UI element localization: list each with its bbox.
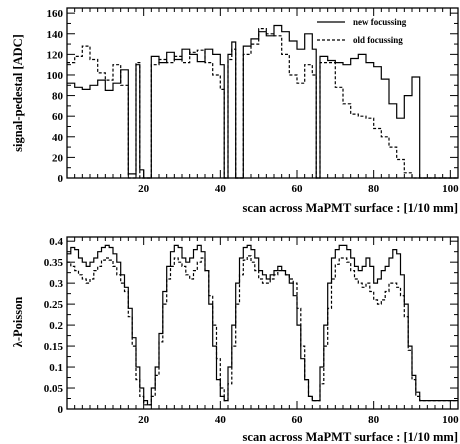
y-tick-label: 0.15 xyxy=(44,341,64,353)
top-chart-series xyxy=(67,24,458,179)
bottom-series-new-focussing xyxy=(67,244,458,406)
y-tick-label: 80 xyxy=(52,91,64,103)
y-tick-label: 0.25 xyxy=(44,299,64,311)
y-tick-label: 0.4 xyxy=(49,236,63,248)
bottom-chart-ticks: 20 40 60 80 100 0 0.05 0.1 0.15 0.2 0.25 0.3 0.35 0.4 xyxy=(44,236,459,426)
x-tick-label: 40 xyxy=(215,183,227,195)
bottom-chart-xlabel: scan across MaPMT surface : [1/10 mm] xyxy=(243,430,458,444)
y-tick-label: 0.1 xyxy=(49,362,63,374)
top-chart-ticks: 20 40 60 80 100 0 20 40 60 80 100 120 140 160 xyxy=(47,8,459,195)
y-tick-label: 140 xyxy=(47,29,64,41)
top-chart-frame xyxy=(66,7,459,179)
x-tick-label: 100 xyxy=(442,183,459,195)
x-tick-label: 80 xyxy=(368,414,380,426)
top-chart-ylabel: signal-pedestal [ADC] xyxy=(11,34,25,152)
y-tick-label: 0.05 xyxy=(44,383,64,395)
x-tick-label: 60 xyxy=(292,183,304,195)
bottom-series-old-focussing xyxy=(67,255,458,406)
y-tick-label: 0 xyxy=(58,404,64,416)
legend: new focussing old focussing xyxy=(317,17,407,45)
y-tick-label: 0.35 xyxy=(44,257,64,269)
y-tick-label: 0.3 xyxy=(49,278,63,290)
legend-label-new: new focussing xyxy=(353,17,407,27)
y-tick-label: 20 xyxy=(52,152,64,164)
x-tick-label: 60 xyxy=(292,414,304,426)
y-tick-label: 40 xyxy=(52,132,64,144)
top-series-new-focussing xyxy=(67,24,458,179)
x-tick-label: 40 xyxy=(215,414,227,426)
y-tick-label: 160 xyxy=(47,8,64,20)
bottom-chart-series xyxy=(67,244,458,406)
top-chart: 20 40 60 80 100 0 20 40 60 80 100 120 140 160 scan ac… xyxy=(11,7,459,215)
bottom-chart-frame xyxy=(66,236,459,410)
x-tick-label: 100 xyxy=(442,414,459,426)
x-tick-label: 20 xyxy=(138,183,150,195)
x-tick-label: 80 xyxy=(368,183,380,195)
bottom-chart: 20 40 60 80 100 0 0.05 0.1 0.15 0.2 0.25 0.3 0.35 0.4… xyxy=(11,236,459,444)
y-tick-label: 0.2 xyxy=(49,320,63,332)
x-tick-label: 20 xyxy=(138,414,150,426)
y-tick-label: 100 xyxy=(47,70,64,82)
top-chart-xlabel: scan across MaPMT surface : [1/10 mm] xyxy=(243,201,458,215)
top-series-old-focussing xyxy=(67,28,458,179)
y-tick-label: 120 xyxy=(47,49,64,61)
legend-label-old: old focussing xyxy=(353,35,403,45)
y-tick-label: 0 xyxy=(58,173,64,185)
bottom-chart-ylabel: λ-Poisson xyxy=(11,297,25,348)
y-tick-label: 60 xyxy=(52,111,64,123)
